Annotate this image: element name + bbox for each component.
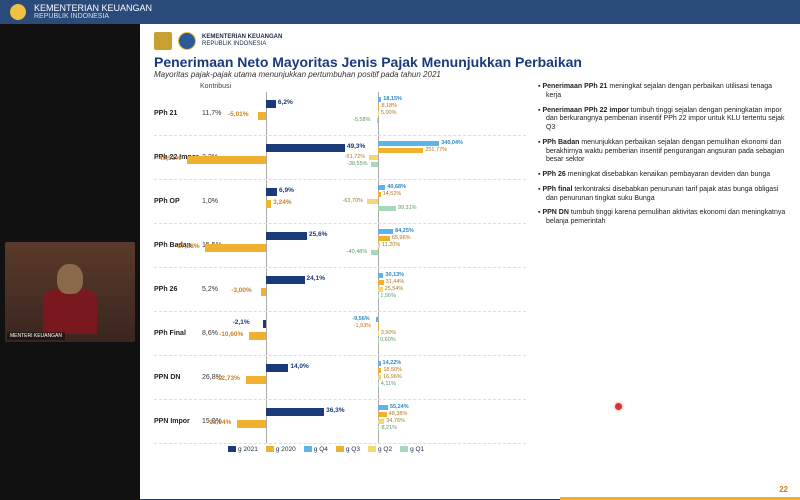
contrib-header: Kontribusi (154, 83, 526, 90)
bullet-item: PPh final terkontraksi disebabkan penuru… (538, 186, 786, 204)
bars-quarterly: 14,22%18,50%16,96%4,11% (348, 356, 526, 399)
tax-contrib: 5,2% (202, 286, 228, 293)
speaker-name-label: MENTERI KEUANGAN (7, 332, 65, 340)
bars-annual: -2,1%-10,60% (228, 312, 348, 355)
banner-title: KEMENTERIAN KEUANGAN (34, 4, 152, 13)
tax-row: PPh 2111,7%6,2%-5,01%18,15%8,18%5,00%-5,… (154, 92, 526, 136)
bars-annual: 6,9%3,24% (228, 180, 348, 223)
banner-logo-icon (10, 4, 26, 20)
bars-quarterly: 55,24%48,38%34,76%8,21% (348, 400, 526, 443)
mof-sub: REPUBLIK INDONESIA (202, 41, 282, 48)
slide-header: KEMENTERIAN KEUANGAN REPUBLIK INDONESIA (154, 32, 786, 50)
chart-legend: g 2021 g 2020 g Q4 g Q3 g Q2 g Q1 (154, 444, 526, 453)
bars-quarterly: 84,25%65,96%11,20%-40,48% (348, 224, 526, 267)
bars-quarterly: 18,15%8,18%5,00%-5,58% (348, 92, 526, 135)
tax-name: PPh 21 (154, 110, 202, 117)
tax-chart: Kontribusi PPh 2111,7%6,2%-5,01%18,15%8,… (154, 83, 526, 453)
bars-annual: 14,0%-12,73% (228, 356, 348, 399)
tax-name: PPh OP (154, 198, 202, 205)
tax-row: PPN Impor15,0%36,3%-18,04%55,24%48,38%34… (154, 400, 526, 444)
bullet-item: Penerimaan PPh 21 meningkat sejalan deng… (538, 83, 786, 101)
speaker-thumbnail: MENTERI KEUANGAN (5, 242, 135, 342)
bars-annual: 24,1%-3,00% (228, 268, 348, 311)
bullet-item: PPh Badan menunjukkan perbaikan sejalan … (538, 139, 786, 165)
bullets-panel: Penerimaan PPh 21 meningkat sejalan deng… (534, 83, 786, 453)
bars-annual: 36,3%-18,04% (228, 400, 348, 443)
video-main-area: MENTERI KEUANGAN KEMENTERIAN KEUANGAN RE… (0, 24, 800, 500)
tax-name: PPh Final (154, 330, 202, 337)
slide-subtitle: Mayoritas pajak-pajak utama menunjukkan … (154, 70, 786, 79)
bars-annual: 6,2%-5,01% (228, 92, 348, 135)
tax-name: PPh 26 (154, 286, 202, 293)
tax-contrib: 1,0% (202, 198, 228, 205)
tax-row: PPh Badan15,5%25,6%-37,88%84,25%65,96%11… (154, 224, 526, 268)
bars-annual: 49,3%-49,51% (228, 136, 348, 179)
tax-row: PPN DN26,8%14,0%-12,73%14,22%18,50%16,96… (154, 356, 526, 400)
tax-row: PPh 265,2%24,1%-3,00%30,13%31,44%25,54%1… (154, 268, 526, 312)
tax-contrib: 11,7% (202, 110, 228, 117)
tax-row: PPh OP1,0%6,9%3,24%40,68%14,52%-63,70%99… (154, 180, 526, 224)
video-top-banner: KEMENTERIAN KEUANGAN REPUBLIK INDONESIA (0, 0, 800, 24)
laser-pointer-icon (615, 403, 622, 410)
banner-subtitle: REPUBLIK INDONESIA (34, 13, 152, 20)
bullet-item: PPN DN tumbuh tinggi karena pemulihan ak… (538, 209, 786, 227)
slide-title: Penerimaan Neto Mayoritas Jenis Pajak Me… (154, 54, 786, 70)
tax-name: PPN Impor (154, 418, 202, 425)
bars-quarterly: 40,68%14,52%-63,70%99,31% (348, 180, 526, 223)
mof-title: KEMENTERIAN KEUANGAN (202, 34, 282, 41)
bars-quarterly: -9,56%-1,93%3,90%0,60% (348, 312, 526, 355)
bars-annual: 25,6%-37,88% (228, 224, 348, 267)
tax-row: PPh Final8,6%-2,1%-10,60%-9,56%-1,93%3,9… (154, 312, 526, 356)
garuda-icon (154, 32, 172, 50)
page-number: 22 (779, 485, 788, 494)
tax-name: PPN DN (154, 374, 202, 381)
bars-quarterly: 340,04%251,77%-51,72%-38,55% (348, 136, 526, 179)
bullet-item: PPh 26 meningkat disebabkan kenaikan pem… (538, 171, 786, 180)
presentation-slide: KEMENTERIAN KEUANGAN REPUBLIK INDONESIA … (140, 24, 800, 500)
tax-row: PPh 22 Impor3,2%49,3%-49,51%340,04%251,7… (154, 136, 526, 180)
speaker-panel: MENTERI KEUANGAN (0, 24, 140, 500)
mof-logo-icon (178, 32, 196, 50)
bullet-item: Penerimaan PPh 22 impor tumbuh tinggi se… (538, 107, 786, 133)
bars-quarterly: 30,13%31,44%25,54%1,56% (348, 268, 526, 311)
